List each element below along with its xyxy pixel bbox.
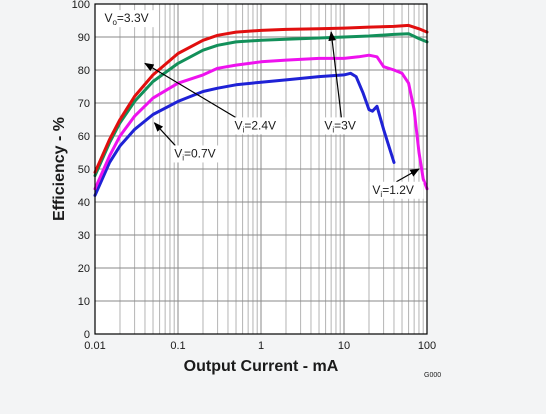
figure-code: G000 <box>424 372 441 379</box>
y-tick-label: 30 <box>78 230 90 242</box>
series-line-vi-0-7v <box>93 71 396 197</box>
x-tick-label: 1 <box>258 340 264 352</box>
annotation-label: Vi=1.2V <box>372 183 414 199</box>
annotation-label: Vi=3V <box>324 118 355 134</box>
y-tick-label: 10 <box>78 296 90 308</box>
y-tick-label: 90 <box>78 32 90 44</box>
series-line-vi-1-2v <box>93 53 429 191</box>
y-tick-labels: 0 10 20 30 40 50 60 70 80 90 100 <box>72 0 90 341</box>
annotation-box <box>171 145 226 163</box>
annotation-arrow <box>396 168 420 183</box>
y-tick-label: 0 <box>84 329 90 341</box>
annotation-arrow <box>153 122 176 146</box>
y-tick-label: 20 <box>78 263 90 275</box>
y-tick-label: 50 <box>78 164 90 176</box>
annotation-arrow <box>328 31 342 118</box>
annotation-label: Vo=3.3V <box>104 11 148 27</box>
grid <box>95 4 427 334</box>
annotation-box <box>321 117 362 135</box>
y-axis-label: Efficiency - % <box>51 117 68 221</box>
annotations: Vo=3.3V Vi=2.4V Vi=3V Vi=0.7V Vi=1.2V <box>101 10 424 199</box>
y-tick-label: 100 <box>72 0 90 11</box>
annotation-label: Vi=2.4V <box>235 118 277 134</box>
y-tick-label: 80 <box>78 65 90 77</box>
x-tick-label: 100 <box>418 340 436 352</box>
annotation-box <box>101 10 156 28</box>
series-line-vi-2-4v <box>93 32 429 178</box>
x-axis-label: Output Current - mA <box>184 358 339 375</box>
y-tick-label: 60 <box>78 131 90 143</box>
plot-frame <box>94 3 428 335</box>
annotation-label: Vi=0.7V <box>174 146 216 162</box>
y-tick-label: 40 <box>78 197 90 209</box>
annotation-box <box>231 117 286 135</box>
x-tick-labels: 0.01 0.1 1 10 100 <box>84 340 436 352</box>
series-line-vi-3v <box>93 23 429 174</box>
y-tick-label: 70 <box>78 98 90 110</box>
x-tick-label: 10 <box>338 340 350 352</box>
x-tick-label: 0.01 <box>84 340 105 352</box>
series-layer <box>93 23 429 197</box>
x-tick-label: 0.1 <box>170 340 185 352</box>
annotation-arrow <box>144 62 236 118</box>
annotation-box <box>369 181 424 199</box>
